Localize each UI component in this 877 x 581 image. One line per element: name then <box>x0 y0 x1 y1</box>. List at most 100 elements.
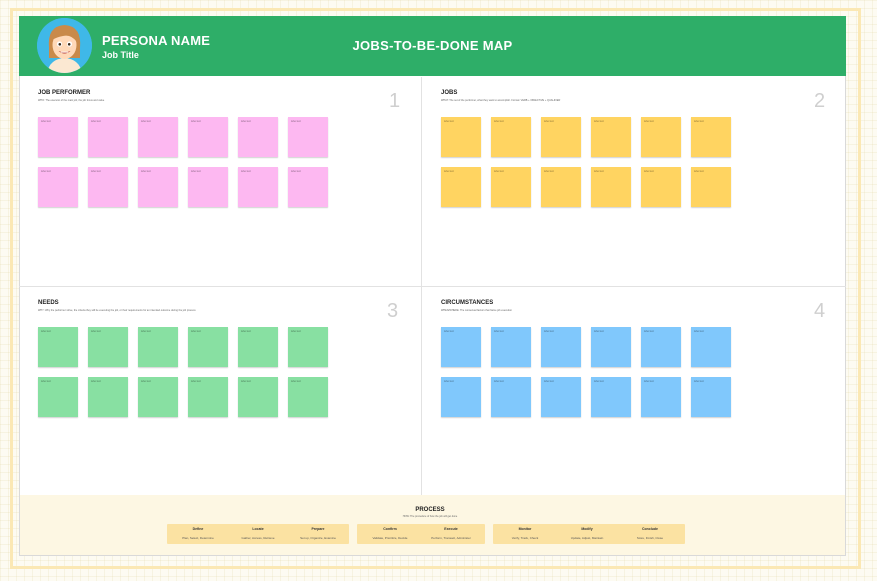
process-step[interactable]: Conclude Store, Finish, Close <box>620 527 680 540</box>
quadrant-number: 1 <box>389 90 401 112</box>
sticky-note[interactable]: label text <box>38 167 78 207</box>
sticky-note-label: label text <box>41 380 52 383</box>
sticky-note[interactable]: label text <box>641 327 681 367</box>
sticky-note[interactable]: label text <box>591 327 631 367</box>
sticky-note[interactable]: label text <box>288 327 328 367</box>
sticky-note-label: label text <box>291 380 302 383</box>
process-step-name: Define <box>192 527 204 531</box>
sticky-note[interactable]: label text <box>491 167 531 207</box>
sticky-note-label: label text <box>494 380 505 383</box>
sticky-note[interactable]: label text <box>591 377 631 417</box>
sticky-note-label: label text <box>444 170 455 173</box>
sticky-note[interactable]: label text <box>188 167 228 207</box>
sticky-note[interactable]: label text <box>138 327 178 367</box>
board-header <box>19 16 846 76</box>
process-step[interactable]: Monitor Verify, Track, Check <box>495 527 555 540</box>
sticky-note[interactable]: label text <box>591 167 631 207</box>
sticky-note[interactable]: label text <box>138 377 178 417</box>
quadrant-title: JOB PERFORMER <box>38 90 91 96</box>
process-group-3 <box>493 524 685 544</box>
sticky-note[interactable]: label text <box>188 117 228 157</box>
sticky-note[interactable]: label text <box>138 117 178 157</box>
sticky-note[interactable]: label text <box>441 327 481 367</box>
sticky-note-label: label text <box>291 120 302 123</box>
sticky-note[interactable]: label text <box>541 117 581 157</box>
sticky-note-label: label text <box>41 120 52 123</box>
sticky-note[interactable]: label text <box>641 377 681 417</box>
sticky-note[interactable]: label text <box>441 377 481 417</box>
sticky-note-label: label text <box>291 170 302 173</box>
sticky-note-label: label text <box>191 120 202 123</box>
sticky-note[interactable]: label text <box>38 117 78 157</box>
sticky-note[interactable]: label text <box>641 117 681 157</box>
sticky-note-label: label text <box>91 380 102 383</box>
sticky-note[interactable]: label text <box>38 377 78 417</box>
sticky-note[interactable]: label text <box>88 117 128 157</box>
sticky-note[interactable]: label text <box>441 167 481 207</box>
board-title: JOBS-TO-BE-DONE MAP <box>352 38 513 53</box>
sticky-note-label: label text <box>494 120 505 123</box>
quadrant-hint: WHO: The executor of the main job, the j… <box>38 99 105 102</box>
sticky-note[interactable]: label text <box>188 377 228 417</box>
quadrant-title: CIRCUMSTANCES <box>441 300 494 306</box>
sticky-note-label: label text <box>694 380 705 383</box>
sticky-note[interactable]: label text <box>691 117 731 157</box>
sticky-note-label: label text <box>544 380 555 383</box>
process-step-verbs: Verify, Track, Check <box>511 536 539 540</box>
process-step[interactable]: Modify Update, Adjust, Maintain <box>557 527 617 540</box>
sticky-note-label: label text <box>594 330 605 333</box>
process-step[interactable]: Prepare Set up, Organize, Examine <box>288 527 348 540</box>
sticky-note[interactable]: label text <box>691 327 731 367</box>
sticky-note[interactable]: label text <box>238 117 278 157</box>
sticky-note-label: label text <box>544 120 555 123</box>
sticky-note[interactable]: label text <box>38 327 78 367</box>
sticky-note[interactable]: label text <box>88 167 128 207</box>
sticky-note[interactable]: label text <box>188 327 228 367</box>
process-step-name: Modify <box>581 527 593 531</box>
sticky-note-label: label text <box>644 170 655 173</box>
persona-avatar-illustration <box>37 18 92 73</box>
process-group-2 <box>357 524 485 544</box>
process-step[interactable]: Confirm Validate, Prioritize, Decide <box>360 527 420 540</box>
sticky-note[interactable]: label text <box>138 167 178 207</box>
sticky-note[interactable]: label text <box>88 377 128 417</box>
sticky-note[interactable]: label text <box>238 327 278 367</box>
sticky-note[interactable]: label text <box>541 327 581 367</box>
sticky-note[interactable]: label text <box>491 117 531 157</box>
sticky-note-label: label text <box>141 330 152 333</box>
sticky-note-label: label text <box>241 330 252 333</box>
sticky-note[interactable]: label text <box>288 377 328 417</box>
process-hint: HOW: The procedure of how the job will g… <box>402 515 458 518</box>
process-step[interactable]: Define Plan, Select, Determine <box>168 527 228 540</box>
sticky-note[interactable]: label text <box>88 327 128 367</box>
sticky-note[interactable]: label text <box>288 117 328 157</box>
sticky-note-label: label text <box>644 330 655 333</box>
quadrant-number: 2 <box>814 90 826 112</box>
sticky-note[interactable]: label text <box>691 377 731 417</box>
sticky-note-label: label text <box>544 170 555 173</box>
process-step-verbs: Plan, Select, Determine <box>182 536 214 540</box>
process-step-verbs: Update, Adjust, Maintain <box>570 536 604 540</box>
sticky-note-label: label text <box>594 120 605 123</box>
sticky-note[interactable]: label text <box>691 167 731 207</box>
sticky-note[interactable]: label text <box>238 167 278 207</box>
sticky-note[interactable]: label text <box>541 377 581 417</box>
sticky-note[interactable]: label text <box>441 117 481 157</box>
sticky-note[interactable]: label text <box>591 117 631 157</box>
job-title[interactable]: Job Title <box>102 50 139 60</box>
process-step[interactable]: Execute Perform, Transact, Administer <box>421 527 481 540</box>
sticky-note-label: label text <box>241 120 252 123</box>
sticky-note[interactable]: label text <box>491 377 531 417</box>
sticky-note[interactable]: label text <box>641 167 681 207</box>
sticky-note-label: label text <box>494 170 505 173</box>
process-step[interactable]: Locate Gather, Access, Retrieve <box>228 527 288 540</box>
sticky-note-label: label text <box>644 120 655 123</box>
sticky-note-label: label text <box>694 120 705 123</box>
sticky-note[interactable]: label text <box>238 377 278 417</box>
sticky-note-label: label text <box>241 170 252 173</box>
sticky-note[interactable]: label text <box>288 167 328 207</box>
sticky-note[interactable]: label text <box>491 327 531 367</box>
sticky-note-label: label text <box>444 380 455 383</box>
sticky-note[interactable]: label text <box>541 167 581 207</box>
persona-name[interactable]: PERSONA NAME <box>102 33 211 48</box>
